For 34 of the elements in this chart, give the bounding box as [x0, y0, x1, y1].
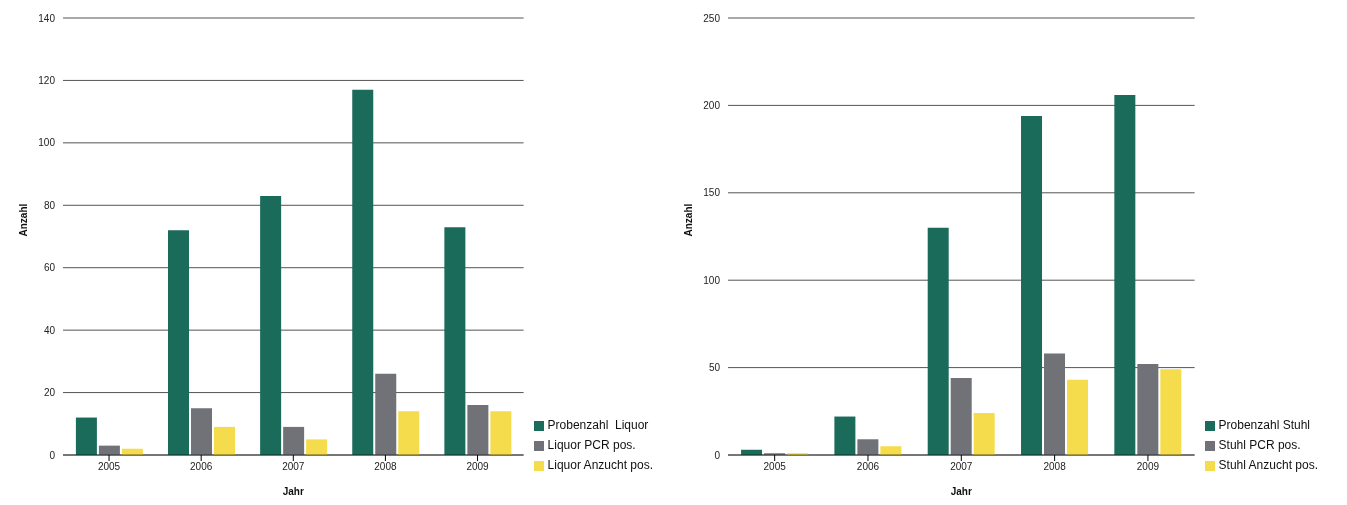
x-tick-label: 2006: [856, 461, 880, 473]
y-tick-label: 20: [43, 387, 56, 399]
legend-label: Probenzahl Liquor: [547, 418, 649, 432]
y-axis-title: Anzahl: [17, 203, 29, 237]
x-axis-title: Jahr: [950, 486, 972, 497]
x-tick-label: 2006: [190, 461, 213, 473]
y-tick-label: 100: [38, 137, 56, 149]
x-tick-label: 2005: [763, 461, 787, 473]
legend-label: Liquor PCR pos.: [547, 438, 636, 452]
x-tick-label: 2009: [466, 461, 490, 473]
x-tick-label: 2005: [97, 461, 121, 473]
x-tick-label: 2008: [1043, 461, 1067, 473]
y-tick-label: 200: [703, 99, 721, 111]
y-tick-label: 0: [49, 449, 56, 461]
y-axis-title: Anzahl: [682, 203, 694, 237]
y-tick-label: 80: [43, 199, 56, 211]
y-tick-label: 140: [38, 12, 56, 24]
y-tick-label: 150: [703, 187, 721, 199]
legend-label: Stuhl Anzucht pos.: [1218, 458, 1318, 472]
y-tick-label: 0: [714, 449, 721, 461]
x-tick-label: 2009: [1136, 461, 1160, 473]
y-tick-label: 60: [43, 262, 56, 274]
x-axis-title: Jahr: [282, 486, 304, 497]
y-tick-label: 50: [708, 362, 721, 374]
x-tick-label: 2007: [950, 461, 973, 473]
y-tick-label: 250: [703, 12, 721, 24]
legend-label: Probenzahl Stuhl: [1218, 418, 1310, 432]
legend-label: Liquor Anzucht pos.: [547, 458, 653, 472]
y-tick-label: 120: [38, 74, 56, 86]
y-tick-label: 40: [43, 324, 56, 336]
x-tick-label: 2007: [282, 461, 305, 473]
legend-label: Stuhl PCR pos.: [1218, 438, 1301, 452]
y-tick-label: 100: [703, 274, 721, 286]
x-tick-label: 2008: [374, 461, 397, 473]
